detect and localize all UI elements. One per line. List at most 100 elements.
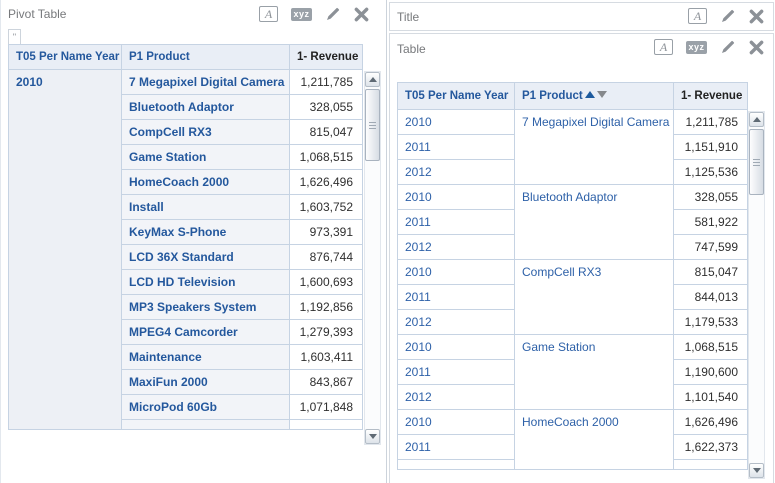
pivot-measures-tab: "	[8, 29, 21, 45]
pivot-row: MPEG4 Camcorder 1,279,393	[9, 319, 363, 345]
table-revenue-cell: 1,622,373	[673, 434, 748, 460]
table-row: 2011 1,190,600	[397, 359, 748, 385]
table-product-cell[interactable]: Game Station	[514, 334, 674, 410]
table-year-cell[interactable]: 2010	[397, 259, 515, 285]
table-revenue-cell: 581,922	[673, 209, 748, 235]
pivot-product-cell[interactable]: Maintenance	[121, 344, 290, 370]
table-year-cell[interactable]: 2010	[397, 334, 515, 360]
pivot-row: 2010 7 Megapixel Digital Camera 1,211,785	[8, 69, 363, 430]
format-icon[interactable]: A	[654, 39, 673, 55]
xyz-icon[interactable]: xyz	[291, 7, 312, 21]
pivot-col-revenue-header[interactable]: 1- Revenue	[289, 44, 363, 70]
pivot-revenue-cell: 1,071,848	[289, 394, 363, 420]
pivot-product-cell[interactable]: 7 Megapixel Digital Camera	[121, 69, 290, 95]
pivot-product-cell[interactable]: Game Station	[121, 144, 290, 170]
table-product-cell[interactable]: CompCell RX3	[514, 259, 674, 335]
table-col-product-header[interactable]: P1 Product	[514, 82, 674, 110]
pivot-product-cell[interactable]: Bluetooth Adaptor	[121, 94, 290, 120]
sort-descending-icon[interactable]	[596, 91, 607, 98]
scroll-down-icon[interactable]	[749, 463, 764, 478]
close-icon[interactable]	[354, 7, 369, 22]
table-row: 2010 CompCell RX3 815,047	[397, 259, 748, 335]
table-partial-row	[397, 459, 748, 470]
scroll-up-icon[interactable]	[749, 112, 764, 127]
pivot-row: LCD 36X Standard 876,744	[9, 244, 363, 270]
table-view-panel: Table A xyz T05 Per Name Year P1 Product…	[389, 33, 774, 483]
pivot-header-row: T05 Per Name Year P1 Product 1- Revenue	[8, 44, 363, 70]
pivot-product-cell[interactable]: KeyMax S-Phone	[121, 219, 290, 245]
table-row: 2011 1,151,910	[397, 134, 748, 160]
edit-icon[interactable]	[720, 39, 736, 55]
pivot-row: Maintenance 1,603,411	[9, 344, 363, 370]
table-revenue-cell	[673, 459, 748, 470]
pivot-product-cell[interactable]: MicroPod 60Gb	[121, 394, 290, 420]
table-year-cell[interactable]: 2012	[397, 309, 515, 335]
pivot-toolbar: A xyz	[259, 6, 369, 22]
pivot-row: HomeCoach 2000 1,626,496	[9, 169, 363, 195]
pivot-row: LCD HD Television 1,600,693	[9, 269, 363, 295]
pivot-product-cell[interactable]: MaxiFun 2000	[121, 369, 290, 395]
table-year-cell[interactable]: 2011	[397, 209, 515, 235]
pivot-revenue-cell: 815,047	[289, 119, 363, 145]
table-year-cell[interactable]: 2010	[397, 184, 515, 210]
table-product-cell[interactable]: Bluetooth Adaptor	[514, 184, 674, 260]
pivot-product-cell[interactable]: HomeCoach 2000	[121, 169, 290, 195]
pivot-revenue-cell: 843,867	[289, 369, 363, 395]
table-scrollbar-thumb[interactable]	[749, 129, 764, 195]
pivot-row: MaxiFun 2000 843,867	[9, 369, 363, 395]
table-revenue-cell: 1,125,536	[673, 159, 748, 185]
table-year-cell[interactable]: 2012	[397, 234, 515, 260]
xyz-icon[interactable]: xyz	[686, 40, 707, 54]
table-revenue-cell: 328,055	[673, 184, 748, 210]
table-row: 2011 1,622,373	[397, 434, 748, 460]
table-col-year-header[interactable]: T05 Per Name Year	[397, 82, 515, 110]
pivot-revenue-cell	[289, 419, 363, 430]
table-row: 2010 HomeCoach 2000 1,626,496	[397, 409, 748, 470]
title-view-panel: Title A	[389, 2, 774, 31]
table-toolbar: A xyz	[654, 39, 764, 55]
edit-icon[interactable]	[720, 8, 736, 24]
pivot-col-year-header[interactable]: T05 Per Name Year	[8, 44, 122, 70]
pivot-partial-row	[9, 419, 363, 430]
pivot-row: MicroPod 60Gb 1,071,848	[9, 394, 363, 420]
table-row: 2012 1,101,540	[397, 384, 748, 410]
pivot-revenue-cell: 1,192,856	[289, 294, 363, 320]
table-product-cell[interactable]: 7 Megapixel Digital Camera	[514, 109, 674, 185]
scroll-up-icon[interactable]	[365, 72, 380, 87]
table-year-cell[interactable]: 2012	[397, 159, 515, 185]
pivot-revenue-cell: 1,068,515	[289, 144, 363, 170]
edit-icon[interactable]	[325, 6, 341, 22]
table-year-cell[interactable]: 2011	[397, 359, 515, 385]
pivot-product-cell[interactable]: LCD HD Television	[121, 269, 290, 295]
table-scrollbar[interactable]	[748, 111, 765, 479]
pivot-product-cell[interactable]: MP3 Speakers System	[121, 294, 290, 320]
pivot-row: Bluetooth Adaptor 328,055	[9, 94, 363, 120]
table-year-cell[interactable]: 2012	[397, 384, 515, 410]
sort-ascending-icon[interactable]	[584, 91, 595, 98]
table-revenue-cell: 1,101,540	[673, 384, 748, 410]
pivot-revenue-cell: 328,055	[289, 94, 363, 120]
scroll-down-icon[interactable]	[365, 429, 380, 444]
pivot-product-cell[interactable]: Install	[121, 194, 290, 220]
table-product-cell[interactable]: HomeCoach 2000	[514, 409, 674, 470]
pivot-product-cell[interactable]: LCD 36X Standard	[121, 244, 290, 270]
pivot-col-product-header[interactable]: P1 Product	[121, 44, 290, 70]
format-icon[interactable]: A	[259, 6, 278, 22]
pivot-product-cell	[121, 419, 290, 430]
column-separator	[386, 0, 387, 483]
format-icon[interactable]: A	[688, 8, 707, 24]
table-year-cell[interactable]: 2011	[397, 134, 515, 160]
table-year-cell[interactable]: 2010	[397, 409, 515, 435]
table-year-cell[interactable]: 2010	[397, 109, 515, 135]
pivot-product-cell[interactable]: CompCell RX3	[121, 119, 290, 145]
pivot-product-cell[interactable]: MPEG4 Camcorder	[121, 319, 290, 345]
pivot-scrollbar[interactable]	[364, 71, 381, 445]
close-icon[interactable]	[749, 9, 764, 24]
table-year-cell[interactable]: 2011	[397, 284, 515, 310]
pivot-year-cell[interactable]: 2010	[8, 69, 122, 430]
table-year-cell[interactable]: 2011	[397, 434, 515, 460]
table-row: 2010 Game Station 1,068,515	[397, 334, 748, 410]
close-icon[interactable]	[749, 40, 764, 55]
table-col-revenue-header[interactable]: 1- Revenue	[673, 82, 748, 110]
pivot-scrollbar-thumb[interactable]	[365, 89, 380, 161]
